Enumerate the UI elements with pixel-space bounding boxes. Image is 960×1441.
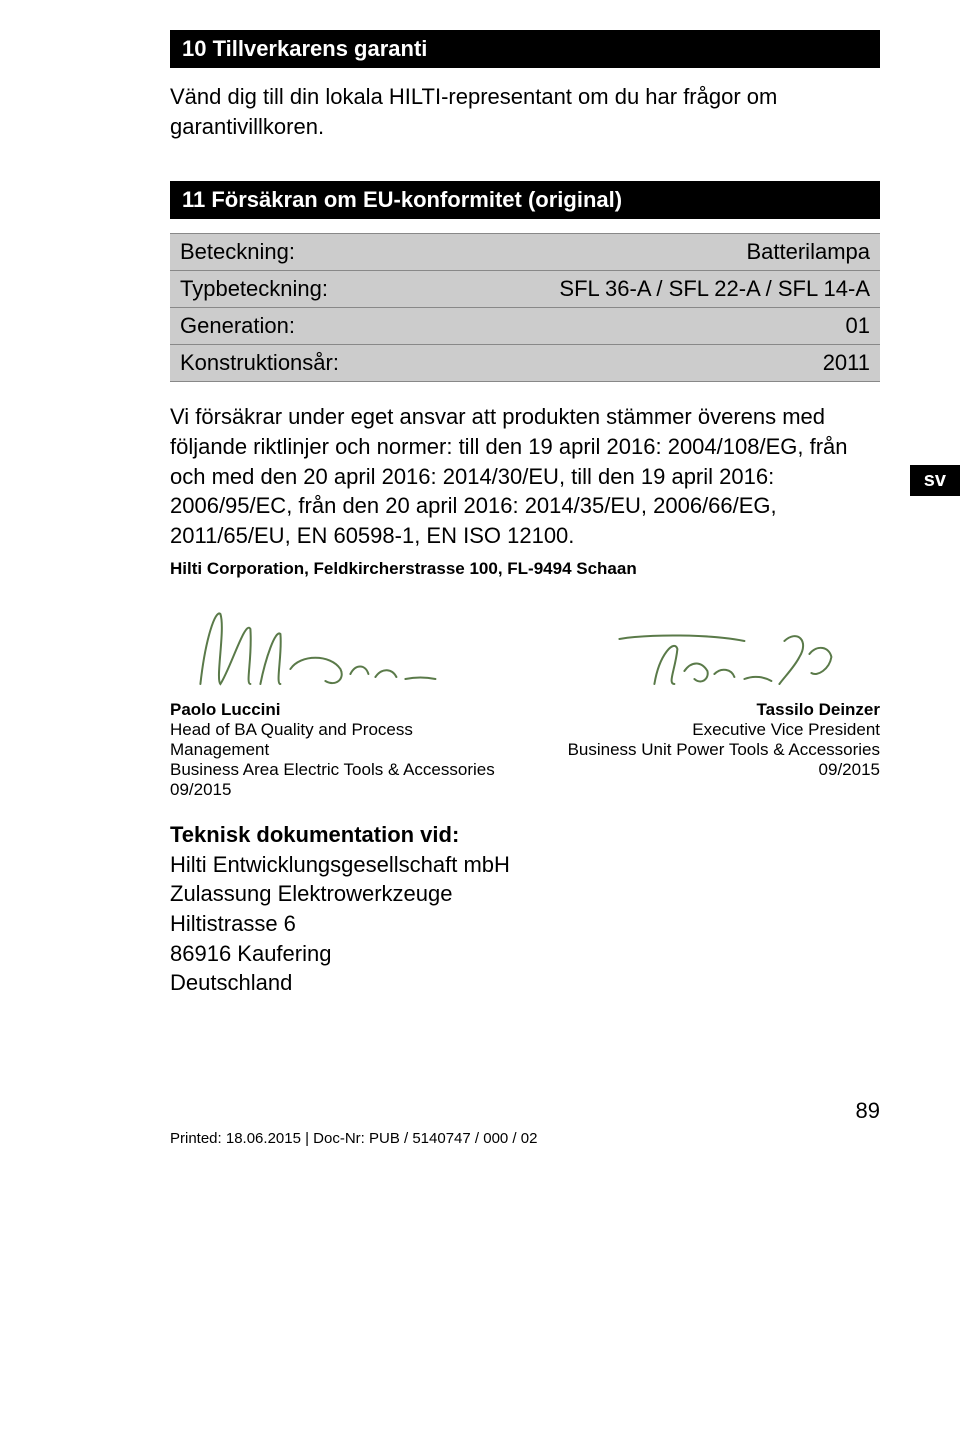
signatory-title: Business Area Electric Tools & Accessori… [170,760,511,780]
signature-image-right [539,599,880,694]
tech-doc-line: 86916 Kaufering [170,939,880,969]
page: sv 10 Tillverkarens garanti Vänd dig til… [0,0,960,1187]
spec-table: Beteckning: Batterilampa Typbeteckning: … [170,233,880,382]
signatory-name: Tassilo Deinzer [539,700,880,720]
corporation-line: Hilti Corporation, Feldkircherstrasse 10… [170,559,880,579]
signature-image-left [170,599,511,694]
technical-documentation: Teknisk dokumentation vid: Hilti Entwick… [170,820,880,998]
signatory-title: Head of BA Quality and Process Managemen… [170,720,511,760]
signatory-date: 09/2015 [539,760,880,780]
signatory-title: Executive Vice President [539,720,880,740]
spec-value: 01 [419,308,880,345]
tech-doc-heading: Teknisk dokumentation vid: [170,820,880,850]
tech-doc-line: Zulassung Elektrowerkzeuge [170,879,880,909]
signatory-date: 09/2015 [170,780,511,800]
signatory-title: Business Unit Power Tools & Accessories [539,740,880,760]
tech-doc-line: Deutschland [170,968,880,998]
page-number: 89 [170,1098,880,1124]
signature-right: Tassilo Deinzer Executive Vice President… [539,599,880,800]
section-10-header: 10 Tillverkarens garanti [170,30,880,68]
spec-label: Beteckning: [170,234,419,271]
spec-label: Generation: [170,308,419,345]
language-tag: sv [910,465,960,496]
printed-line: Printed: 18.06.2015 | Doc-Nr: PUB / 5140… [170,1130,880,1147]
signature-row: Paolo Luccini Head of BA Quality and Pro… [170,599,880,800]
section-11-header: 11 Försäkran om EU-konformitet (original… [170,181,880,219]
spec-label: Konstruktionsår: [170,345,419,382]
tech-doc-line: Hiltistrasse 6 [170,909,880,939]
signatory-name: Paolo Luccini [170,700,511,720]
spec-label: Typbeteckning: [170,271,419,308]
table-row: Konstruktionsår: 2011 [170,345,880,382]
table-row: Generation: 01 [170,308,880,345]
section-10-body: Vänd dig till din lokala HILTI-represent… [170,82,880,141]
signature-left: Paolo Luccini Head of BA Quality and Pro… [170,599,511,800]
table-row: Typbeteckning: SFL 36-A / SFL 22-A / SFL… [170,271,880,308]
spec-value: Batterilampa [419,234,880,271]
declaration-text: Vi försäkrar under eget ansvar att produ… [170,402,880,550]
table-row: Beteckning: Batterilampa [170,234,880,271]
spec-value: SFL 36-A / SFL 22-A / SFL 14-A [419,271,880,308]
tech-doc-line: Hilti Entwicklungsgesellschaft mbH [170,850,880,880]
spec-value: 2011 [419,345,880,382]
